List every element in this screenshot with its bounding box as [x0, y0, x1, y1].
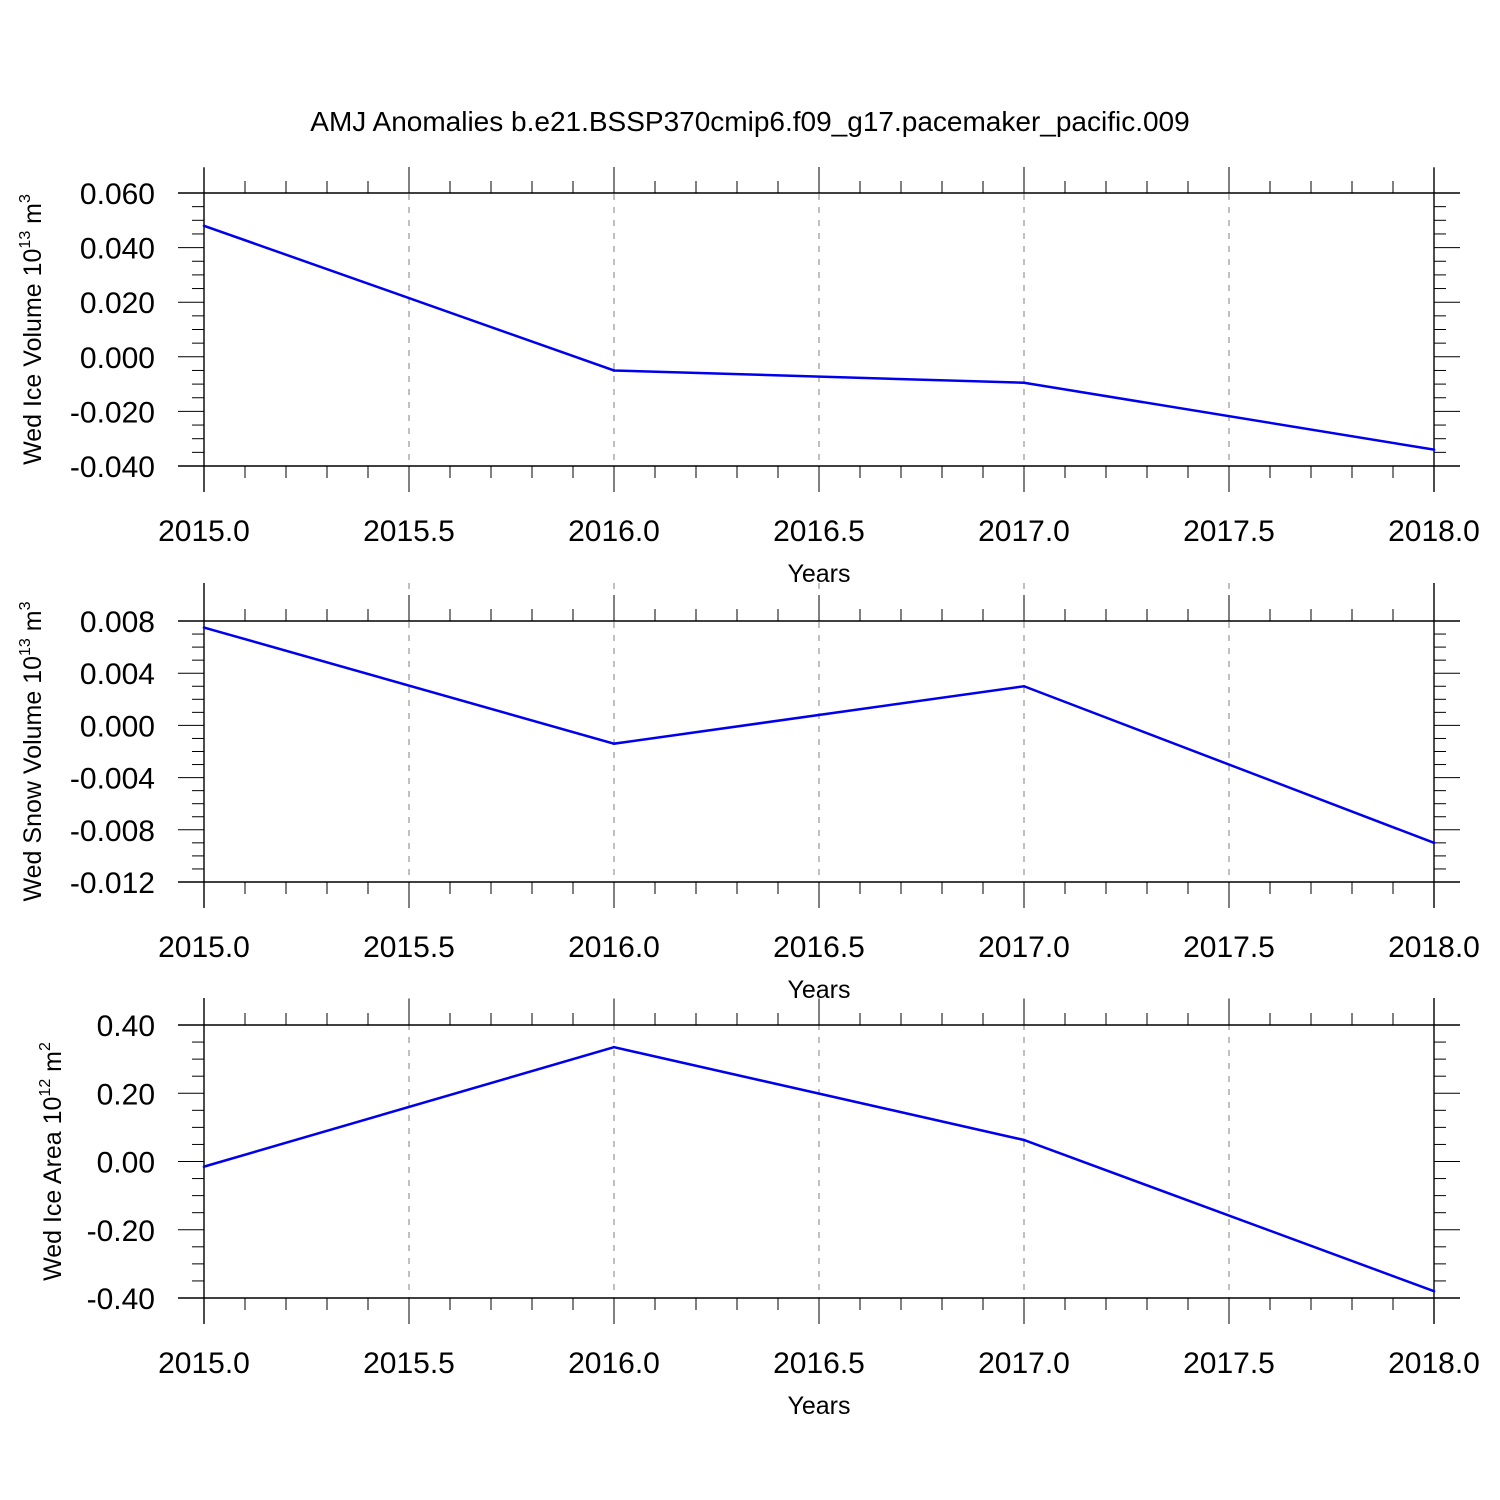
data-point: [1022, 1138, 1026, 1142]
x-tick-label: 2016.0: [568, 1347, 660, 1380]
data-point: [1022, 684, 1026, 688]
data-point: [612, 369, 616, 372]
x-tick-label: 2017.0: [978, 1347, 1070, 1380]
y-tick-label: 0.00: [97, 1147, 155, 1180]
y-tick-label: 0.004: [80, 658, 155, 691]
y-tick-label: 0.040: [80, 233, 155, 266]
y-tick-label: 0.20: [97, 1078, 155, 1111]
x-tick-label: 2015.5: [363, 515, 455, 548]
x-tick-label: 2018.0: [1388, 931, 1480, 964]
series-line: [203, 626, 1435, 845]
x-axis-label: Years: [787, 1392, 850, 1420]
x-tick-label: 2016.5: [773, 1347, 865, 1380]
data-point: [1432, 448, 1436, 451]
y-tick-label: 0.40: [97, 1010, 155, 1043]
x-tick-label: 2015.5: [363, 931, 455, 964]
x-tick-label: 2018.0: [1388, 515, 1480, 548]
x-tick-label: 2015.0: [158, 515, 250, 548]
x-tick-label: 2018.0: [1388, 1347, 1480, 1380]
data-point: [1022, 381, 1026, 385]
x-tick-label: 2016.5: [773, 931, 865, 964]
series-line: [203, 224, 1435, 451]
x-tick-label: 2017.0: [978, 515, 1070, 548]
data-point: [202, 224, 206, 228]
data-point: [1432, 1289, 1436, 1293]
y-tick-label: 0.008: [80, 606, 155, 639]
x-tick-label: 2016.5: [773, 515, 865, 548]
x-tick-label: 2017.0: [978, 931, 1070, 964]
y-tick-label: 0.060: [80, 178, 155, 211]
series-line: [203, 1045, 1435, 1293]
chart-title: AMJ Anomalies b.e21.BSSP370cmip6.f09_g17…: [310, 106, 1189, 137]
panel-3: 2015.0 2015.5 2016.0 2016.5 2017.0 2017.5 2018…: [37, 998, 1480, 1420]
y-tick-label: -0.40: [87, 1283, 155, 1316]
x-tick-label: 2017.5: [1183, 515, 1275, 548]
data-point: [612, 742, 616, 745]
data-point: [202, 626, 206, 629]
x-tick-label: 2015.0: [158, 1347, 250, 1380]
y-tick-label: -0.012: [70, 867, 155, 900]
y-tick-label: -0.008: [70, 815, 155, 848]
y-axis-label: Wed Snow Volume 1013 m3: [17, 601, 47, 901]
data-point: [612, 1045, 616, 1049]
x-tick-label: 2017.5: [1183, 931, 1275, 964]
y-tick-label: -0.20: [87, 1215, 155, 1248]
y-tick-label: 0.000: [80, 342, 155, 375]
y-tick-label: -0.004: [70, 763, 155, 796]
y-tick-label: 0.000: [80, 710, 155, 743]
data-point: [202, 1165, 206, 1168]
x-tick-label: 2015.5: [363, 1347, 455, 1380]
x-tick-label: 2016.0: [568, 931, 660, 964]
y-tick-label: -0.020: [70, 396, 155, 429]
y-axis-label: Wed Ice Volume 1013 m3: [17, 194, 47, 465]
x-tick-label: 2016.0: [568, 515, 660, 548]
panel-2: 2015.0 2015.5 2016.0 2016.5 2017.0 2017.5 2018…: [17, 583, 1480, 1004]
y-tick-label: -0.040: [70, 451, 155, 484]
y-axis-label: Wed Ice Area 1012 m2: [37, 1042, 67, 1281]
x-tick-label: 2015.0: [158, 931, 250, 964]
panel-1: 2015.0 2015.5 2016.0 2016.5 2017.0 2017.5 2018…: [17, 167, 1480, 588]
y-tick-label: 0.020: [80, 287, 155, 320]
data-point: [1432, 841, 1436, 845]
x-tick-label: 2017.5: [1183, 1347, 1275, 1380]
